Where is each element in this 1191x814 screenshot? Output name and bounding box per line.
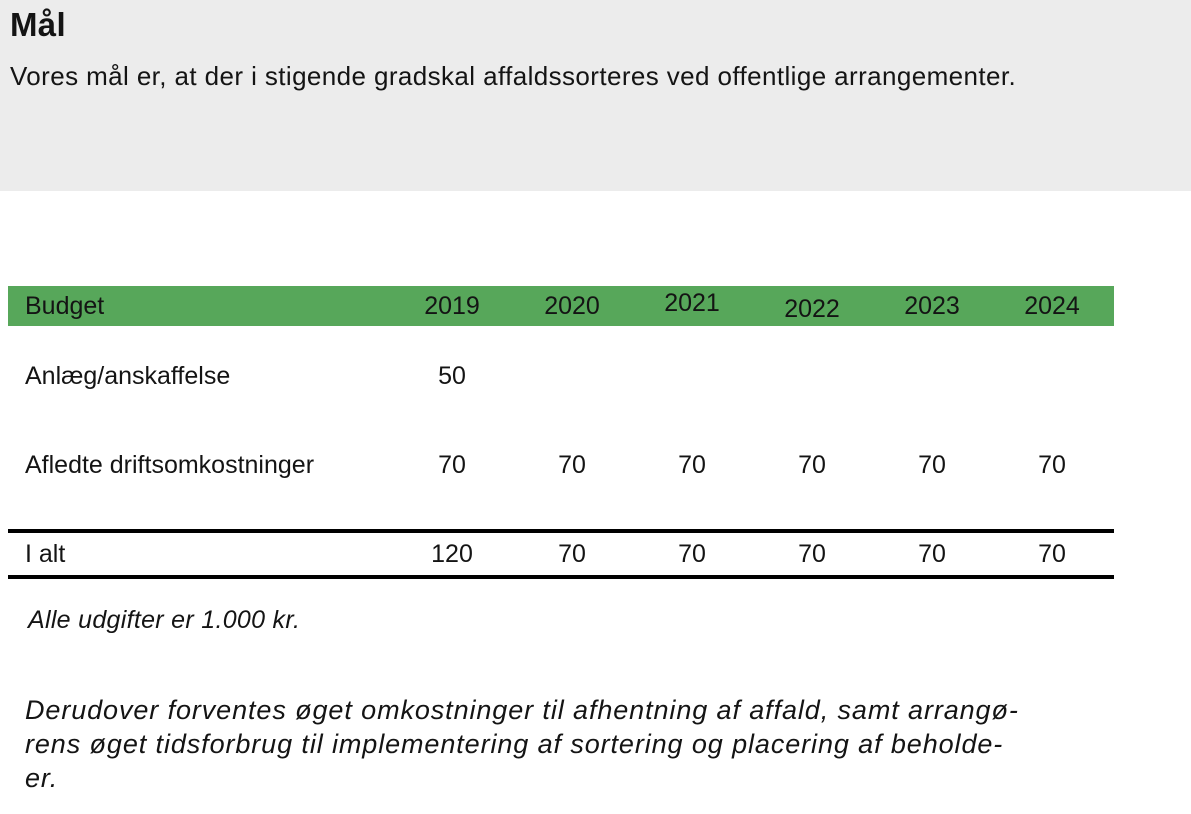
cell-value: 70 — [678, 450, 706, 479]
footnote-line: er. — [25, 763, 59, 793]
total-cell-value: 70 — [798, 539, 826, 568]
table-total-row: I alt 120 70 70 70 70 70 — [8, 529, 1114, 579]
table-row-anlaeg: Anlæg/anskaffelse 50 — [8, 326, 1114, 426]
total-cell-value: 120 — [431, 539, 473, 568]
page-subtitle: Vores mål er, at der i stigende gradskal… — [10, 61, 1017, 91]
cell-value: 70 — [918, 450, 946, 479]
header-cell-year-2020: 2020 — [544, 291, 600, 320]
footnote-paragraph: Derudover forventes øget omkostninger ti… — [25, 693, 1171, 795]
total-row-label: I alt — [25, 539, 66, 568]
footnote-line: rens øget tidsforbrug til implementering… — [25, 729, 1004, 759]
header-cell-year-2021: 2021 — [664, 288, 720, 317]
cell-value: 70 — [1038, 450, 1066, 479]
header-cell-year-2023: 2023 — [904, 291, 960, 320]
footnote-line: Derudover forventes øget omkostninger ti… — [25, 695, 1019, 725]
header-cell-year-2022: 2022 — [784, 294, 840, 323]
budget-table: Budget 2019 2020 2021 2022 2023 2024 Anl… — [8, 286, 1114, 579]
header-cell-year-2024: 2024 — [1024, 291, 1080, 320]
header-cell-budget: Budget — [25, 291, 105, 320]
cell-value: 70 — [798, 450, 826, 479]
cell-value: 50 — [438, 361, 466, 390]
row-label: Anlæg/anskaffelse — [25, 361, 231, 390]
cell-value: 70 — [438, 450, 466, 479]
table-row-afledte: Afledte driftsomkostninger 70 70 70 70 7… — [8, 426, 1114, 504]
page-title: Mål — [10, 6, 66, 43]
total-cell-value: 70 — [1038, 539, 1066, 568]
total-cell-value: 70 — [918, 539, 946, 568]
intro-section: Mål Vores mål er, at der i stigende grad… — [0, 0, 1191, 191]
header-cell-year-2019: 2019 — [424, 291, 480, 320]
cell-value: 70 — [558, 450, 586, 479]
total-cell-value: 70 — [558, 539, 586, 568]
total-cell-value: 70 — [678, 539, 706, 568]
unit-note: Alle udgifter er 1.000 kr. — [28, 606, 301, 634]
row-label: Afledte driftsomkostninger — [25, 450, 315, 479]
table-header-row: Budget 2019 2020 2021 2022 2023 2024 — [8, 286, 1114, 326]
